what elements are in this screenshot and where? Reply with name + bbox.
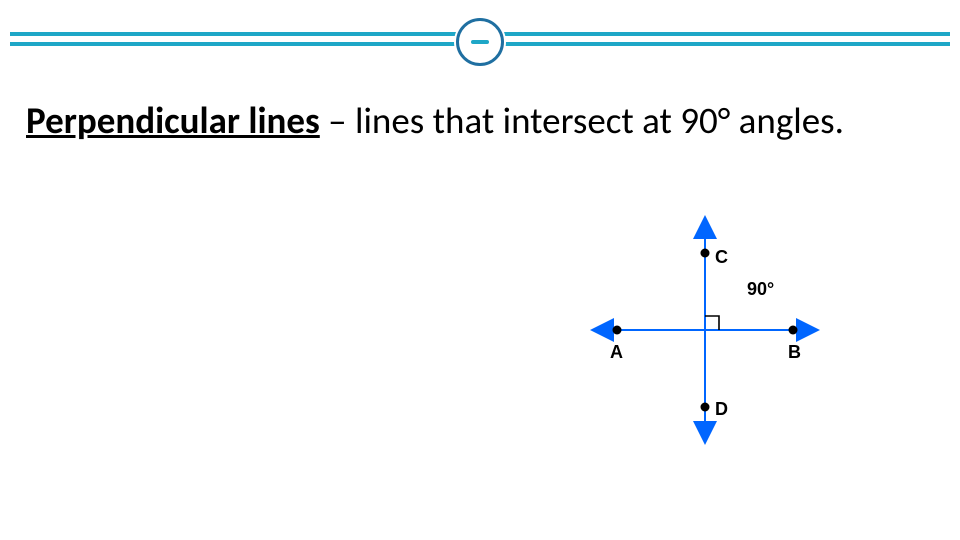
label-D: D (715, 399, 728, 419)
perpendicular-diagram: A B C D 90° (555, 215, 855, 445)
point-B (789, 326, 798, 335)
term: Perpendicular lines (26, 98, 320, 143)
slide: Perpendicular lines – lines that interse… (0, 0, 960, 540)
slide-header (0, 16, 960, 68)
right-angle-marker (705, 316, 719, 330)
dash: – (320, 98, 355, 143)
logo-ring-icon (456, 18, 504, 66)
definition-text: Perpendicular lines – lines that interse… (26, 98, 930, 143)
school-logo (454, 16, 506, 68)
definition-body: lines that intersect at 90° angles. (355, 98, 844, 143)
logo-inner-icon (465, 27, 495, 57)
logo-accent-icon (471, 40, 489, 44)
label-C: C (715, 247, 728, 267)
point-A (613, 326, 622, 335)
label-A: A (610, 342, 623, 362)
point-C (701, 249, 710, 258)
diagram-svg: A B C D 90° (555, 215, 855, 445)
label-B: B (788, 342, 801, 362)
angle-label: 90° (747, 279, 774, 299)
point-D (701, 403, 710, 412)
